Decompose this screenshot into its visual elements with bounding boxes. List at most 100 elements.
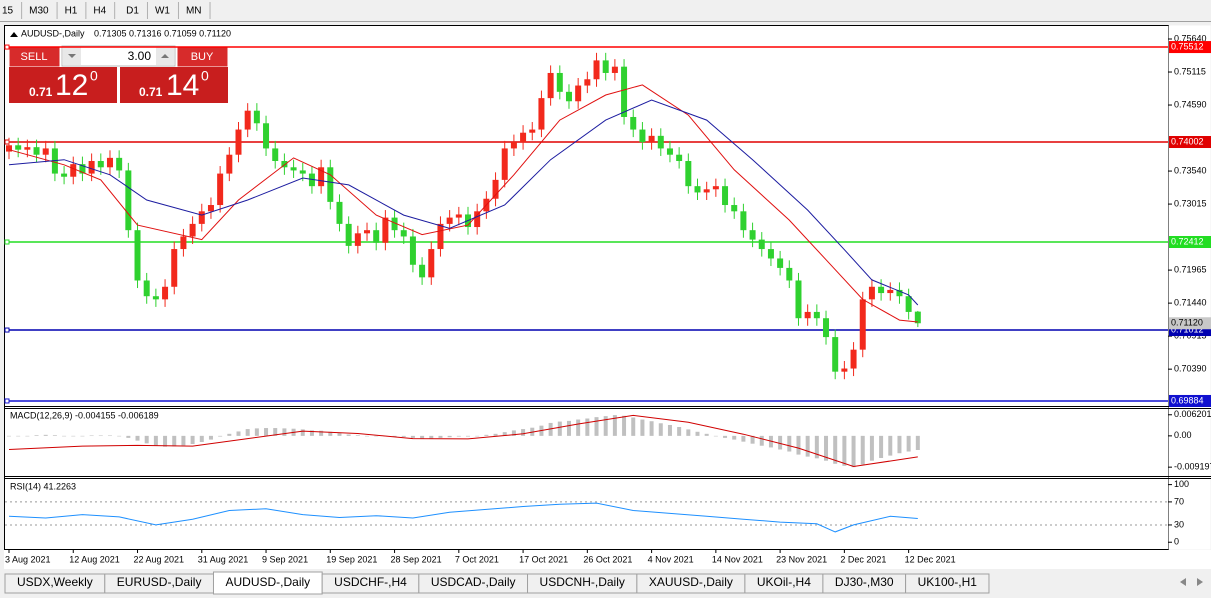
symbol-tab[interactable]: USDX,Weekly <box>4 573 106 594</box>
timeframe-button[interactable]: M30 <box>29 2 58 19</box>
symbol-tab[interactable]: DJ30-,M30 <box>822 573 907 594</box>
histogram-bar <box>438 435 443 438</box>
x-tick-label: 2 Dec 2021 <box>840 554 886 564</box>
candle-body <box>905 296 912 312</box>
symbol-tab[interactable]: USDCHF-,H4 <box>321 573 420 594</box>
timeframe-button[interactable]: H4 <box>93 2 116 19</box>
symbol-tab[interactable]: USDCNH-,Daily <box>527 573 638 594</box>
candle-body <box>354 233 361 246</box>
histogram-bar <box>337 433 342 436</box>
scroll-right[interactable] <box>1197 578 1203 586</box>
candle-body <box>198 211 205 224</box>
symbol-tab[interactable]: AUDUSD-,Daily <box>212 571 323 595</box>
candle-body <box>15 145 22 150</box>
level-tag <box>1169 394 1211 407</box>
x-tick-label: 28 Sep 2021 <box>391 554 442 564</box>
candle-body <box>712 186 719 190</box>
candle-body <box>474 211 481 228</box>
histogram-bar <box>71 435 76 437</box>
y-tick-label: 0.71440 <box>1174 298 1207 308</box>
symbol-tab[interactable]: XAUUSD-,Daily <box>636 573 746 594</box>
current-price-tag <box>1169 317 1211 330</box>
symbol-tab[interactable]: EURUSD-,Daily <box>104 573 214 594</box>
histogram-bar <box>704 433 709 436</box>
histogram-bar <box>842 435 847 466</box>
histogram-bar <box>254 428 259 436</box>
histogram-bar <box>401 435 406 437</box>
current-price-label: 0.71120 <box>1171 318 1203 328</box>
histogram-bar <box>107 435 112 437</box>
ask-box[interactable] <box>120 67 228 103</box>
histogram-bar <box>502 432 507 436</box>
histogram-bar <box>557 421 562 436</box>
candle-body <box>565 91 572 102</box>
histogram-bar <box>585 418 590 436</box>
histogram-bar <box>814 435 819 459</box>
histogram-bar <box>833 435 838 464</box>
histogram-bar <box>264 428 269 436</box>
timeframe-button[interactable]: W1 <box>155 2 179 19</box>
histogram-bar <box>429 435 434 439</box>
histogram-bar <box>227 433 232 436</box>
y-tick-label: 0.00 <box>1174 430 1192 440</box>
candle-body <box>703 189 710 193</box>
histogram-bar <box>62 435 67 437</box>
histogram-bar <box>778 435 783 450</box>
level-handle <box>4 398 10 404</box>
histogram-bar <box>759 435 764 446</box>
candle-body <box>134 230 141 281</box>
candle-body <box>666 148 673 155</box>
candle-body <box>419 264 426 278</box>
histogram-bar <box>43 434 48 436</box>
level-label: 0.72412 <box>1171 236 1204 246</box>
sell-label: SELL <box>21 51 48 63</box>
candle-body <box>868 286 875 300</box>
histogram-bar <box>622 415 627 436</box>
candle-body <box>556 72 563 92</box>
histogram-bar <box>750 435 755 444</box>
level-handle <box>4 239 10 245</box>
collapse-icon[interactable] <box>10 32 18 37</box>
timeframe-button[interactable]: MN <box>186 2 211 19</box>
x-tick-label: 4 Nov 2021 <box>648 554 694 564</box>
histogram-bar <box>190 435 195 445</box>
histogram-bar <box>80 435 85 437</box>
histogram-bar <box>218 435 223 437</box>
histogram-bar <box>319 430 324 436</box>
volume-input[interactable] <box>61 45 176 67</box>
candle-body <box>896 289 903 297</box>
y-tick-label: 0.006201 <box>1174 409 1211 419</box>
histogram-bar <box>658 423 663 436</box>
histogram-bar <box>667 424 672 436</box>
candle-body <box>217 173 224 206</box>
timeframe-button[interactable]: H1 <box>65 2 87 19</box>
symbol-tab[interactable]: UKOil-,H4 <box>744 573 824 594</box>
candle-body <box>207 205 214 212</box>
candle-body <box>6 145 12 152</box>
candle-body <box>290 167 297 171</box>
candle-body <box>685 161 692 187</box>
histogram-bar <box>346 434 351 436</box>
timeframe-button[interactable]: 15 <box>2 2 23 19</box>
histogram-bar <box>612 415 617 436</box>
timeframe-label: D1 <box>126 6 139 17</box>
bid-box[interactable] <box>9 67 117 103</box>
scroll-left[interactable] <box>1180 578 1186 586</box>
candle-body <box>878 286 885 294</box>
candle-body <box>758 239 765 250</box>
y-tick-label: 0.70390 <box>1174 364 1207 374</box>
symbol-tab[interactable]: UK100-,H1 <box>905 573 990 594</box>
down-arrow <box>68 54 76 58</box>
level-handle <box>4 44 10 50</box>
timeframe-label: W1 <box>155 6 170 17</box>
symbol-tab[interactable]: USDCAD-,Daily <box>418 573 529 594</box>
candle-body <box>584 79 591 86</box>
candle-body <box>538 98 545 130</box>
tab-label: USDX,Weekly <box>17 575 93 589</box>
candle-body <box>529 129 536 133</box>
timeframe-button[interactable]: D1 <box>126 2 148 19</box>
histogram-bar <box>300 429 305 436</box>
y-tick-label: -0.009197 <box>1174 462 1211 472</box>
signal-line <box>8 414 918 468</box>
